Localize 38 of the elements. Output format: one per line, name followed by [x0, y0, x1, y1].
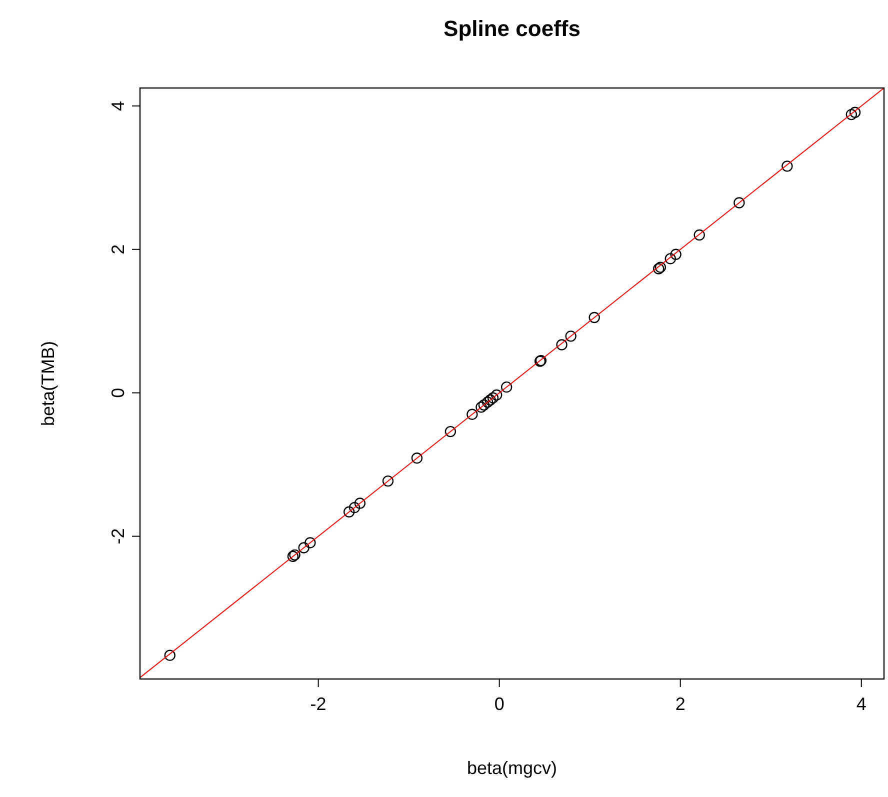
y-tick-label: 4 — [108, 100, 128, 111]
point — [565, 330, 576, 342]
point — [444, 426, 456, 438]
point — [348, 502, 360, 514]
point — [343, 506, 355, 518]
y-axis-title: beta(TMB) — [38, 340, 58, 426]
point — [476, 402, 487, 413]
y-tick-label: 0 — [108, 388, 128, 398]
x-axis-title: beta(mgcv) — [466, 758, 558, 778]
point — [382, 475, 394, 487]
point — [500, 381, 512, 393]
point — [487, 392, 499, 404]
point — [304, 537, 316, 548]
x-tick-label: 0 — [494, 694, 504, 714]
point — [846, 108, 858, 120]
point — [782, 160, 793, 172]
point — [411, 452, 423, 464]
point — [491, 389, 502, 401]
x-tick-label: 4 — [856, 694, 866, 714]
point — [734, 197, 745, 208]
point — [298, 542, 310, 554]
point — [478, 399, 490, 411]
x-tick-label: -2 — [310, 694, 326, 714]
y-tick-label: -2 — [108, 528, 128, 544]
point — [670, 248, 682, 260]
point — [482, 396, 494, 408]
point — [164, 650, 176, 661]
point — [484, 394, 496, 406]
point — [664, 253, 676, 264]
point — [694, 229, 705, 241]
point — [354, 498, 366, 509]
point — [588, 312, 600, 324]
point — [466, 408, 478, 420]
x-tick-label: 2 — [675, 694, 686, 714]
y-tick-label: 2 — [108, 244, 128, 254]
point — [556, 339, 568, 350]
point — [849, 106, 861, 118]
chart-title: Spline coeffs — [444, 16, 580, 41]
